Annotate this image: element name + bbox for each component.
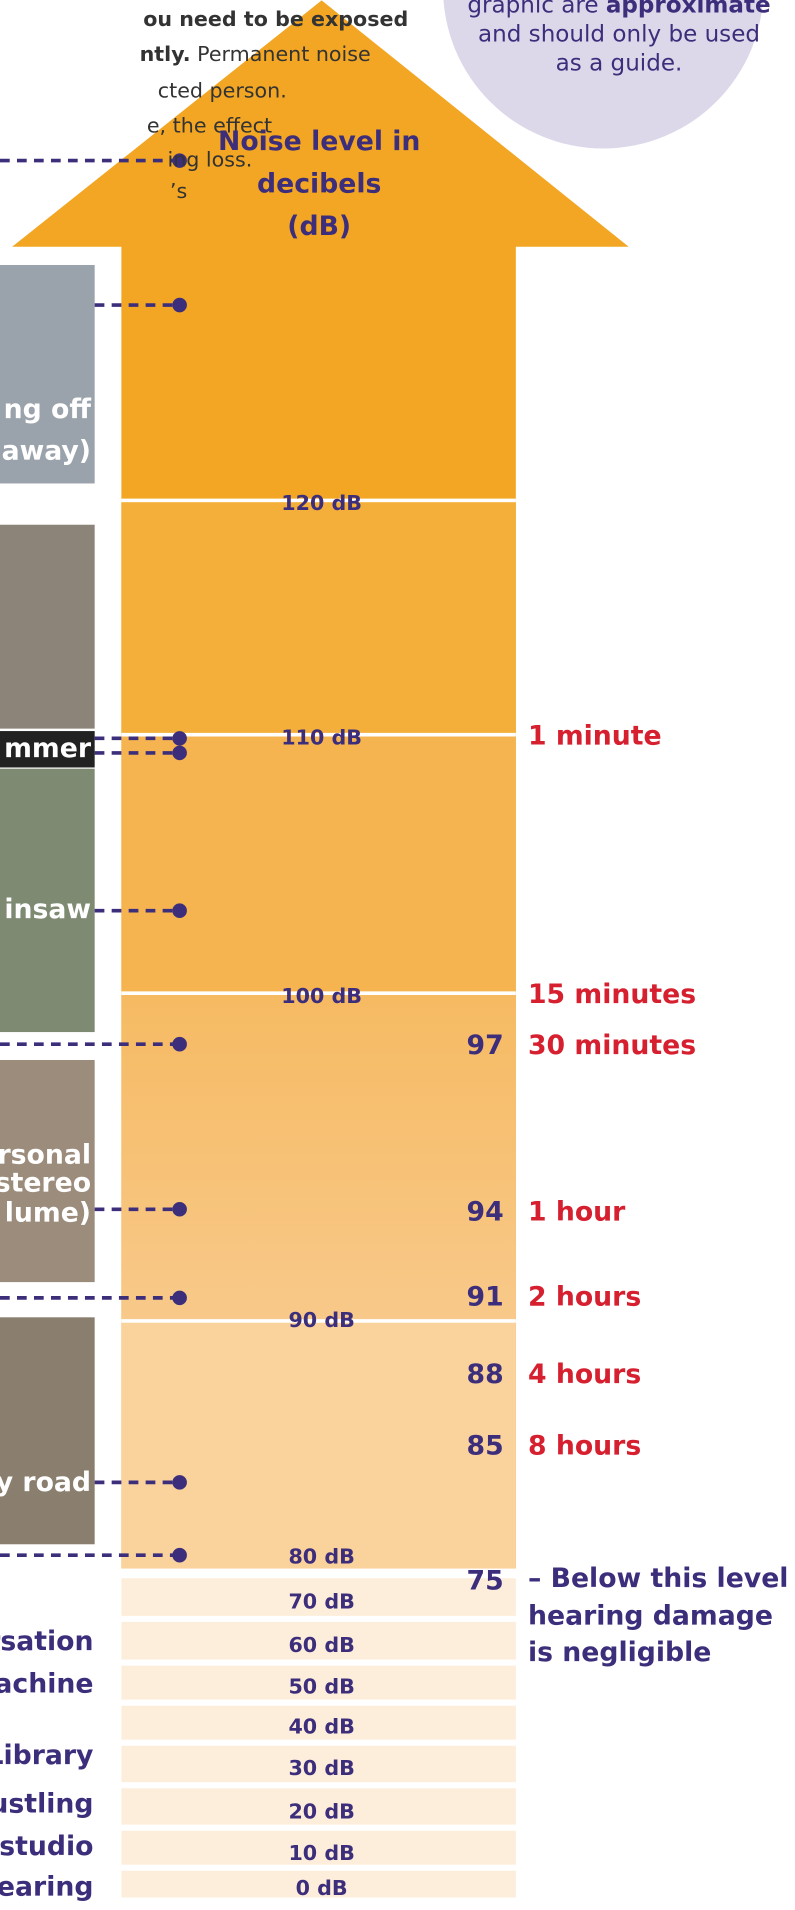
scale-label: 70 dB — [288, 1590, 354, 1614]
leader-dot — [172, 746, 187, 761]
scale-label: 120 dB — [281, 491, 362, 515]
photo — [0, 525, 95, 729]
threshold-line: hearing damage — [528, 1601, 773, 1632]
photo — [0, 1317, 95, 1544]
photo-label: mmer — [4, 733, 92, 764]
intro-line-span: cted person. — [158, 78, 287, 102]
quiet-source: rsation — [0, 1626, 93, 1657]
note-line-span: and should only be used — [478, 21, 760, 47]
leader-dot — [172, 1291, 187, 1306]
photo-label: away) — [2, 435, 91, 466]
leader-dot — [172, 1548, 187, 1563]
leader-dot — [172, 1475, 187, 1490]
leader-dot — [172, 298, 187, 313]
arrow-title: Noise level in — [218, 126, 420, 157]
exposure-time: 1 hour — [528, 1196, 626, 1227]
intro-line: cted person. — [158, 78, 287, 102]
exposure-time: 1 minute — [528, 721, 662, 752]
intro-line: ou need to be exposed — [143, 7, 408, 31]
exposure-level: 94 — [467, 1196, 504, 1227]
scale-label: 80 dB — [288, 1545, 354, 1569]
leader-dot — [172, 903, 187, 918]
infographic: ou need to be exposed ntly. Permanent noi… — [0, 0, 795, 1910]
quiet-source: studio — [0, 1831, 93, 1862]
scale-label: 100 dB — [281, 984, 362, 1008]
intro-line: ’s — [170, 179, 187, 203]
exposure-level: 97 — [467, 1030, 504, 1061]
exposure-time: 4 hours — [528, 1359, 641, 1390]
intro-line-span: ou need to be exposed — [143, 7, 408, 31]
quiet-source: hearing — [0, 1871, 93, 1902]
photo-label: y road — [0, 1467, 91, 1498]
exposure-time: 30 minutes — [528, 1030, 696, 1061]
leader-dot — [172, 1037, 187, 1052]
note-line-span: approximate — [606, 0, 771, 18]
exposure-level: 88 — [467, 1359, 504, 1390]
quiet-source: ustling — [0, 1789, 93, 1820]
photo-label: stereo — [0, 1167, 91, 1198]
scale-label: 40 dB — [288, 1715, 354, 1739]
scale-label: 10 dB — [288, 1841, 354, 1865]
photo-label: rsonal — [0, 1139, 91, 1170]
scale-label: 110 dB — [281, 725, 362, 749]
leader-dot — [172, 731, 187, 746]
threshold-level: 75 — [467, 1565, 504, 1596]
band — [121, 1322, 515, 1568]
exposure-time: 15 minutes — [528, 979, 696, 1010]
quiet-source: Library — [0, 1740, 93, 1771]
band — [121, 736, 515, 995]
intro-line-span: Permanent noise — [191, 42, 371, 66]
exposure-level: 91 — [467, 1281, 504, 1312]
arrow-title: decibels — [257, 168, 381, 199]
photo-label: ng off — [4, 394, 92, 425]
note-line: and should only be used — [478, 21, 760, 47]
note-line-span: graphic are — [467, 0, 605, 18]
scale-label: 90 dB — [288, 1308, 354, 1332]
scale-label: 30 dB — [288, 1756, 354, 1780]
intro-line-span: ’s — [170, 179, 187, 203]
note-line-span: as a guide. — [556, 50, 683, 76]
band — [121, 503, 515, 736]
threshold-line: – Below this level — [528, 1563, 788, 1594]
note-line: as a guide. — [556, 50, 683, 76]
exposure-time: 8 hours — [528, 1431, 641, 1462]
exposure-time: 2 hours — [528, 1281, 641, 1312]
photo-label: insaw — [4, 894, 91, 925]
scale-label: 20 dB — [288, 1800, 354, 1824]
photo-label: lume) — [5, 1198, 91, 1229]
page: { "intro": {"lines": [ [{"text": "ou nee… — [0, 0, 795, 1910]
threshold-line: is negligible — [528, 1637, 711, 1668]
quiet-source: achine — [0, 1669, 93, 1700]
scale-label: 50 dB — [288, 1674, 354, 1698]
exposure-level: 85 — [467, 1431, 504, 1462]
scale-label: 0 dB — [296, 1876, 348, 1900]
arrow-title: (dB) — [287, 211, 351, 242]
intro-line: ntly. Permanent noise — [140, 42, 371, 66]
scale-label: 60 dB — [288, 1633, 354, 1657]
leader-dot — [172, 1202, 187, 1217]
intro-line-span: ntly. — [140, 42, 191, 66]
note-line: graphic are approximate — [467, 0, 770, 18]
